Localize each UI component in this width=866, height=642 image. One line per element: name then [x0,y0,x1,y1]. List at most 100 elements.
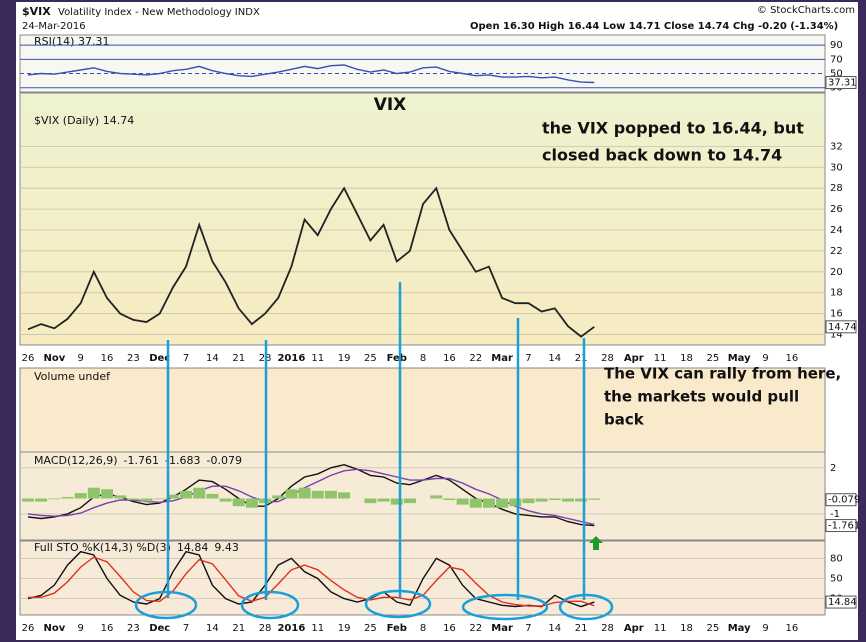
y-tick-label: 90 [830,40,843,51]
panel-title: MACD(12,26,9) [34,454,118,467]
overlay: RSI(14) 37.31 30 50 70 90 37.31 $VIX (Daily) 1… [20,35,860,634]
x-tick-label: 9 [762,353,768,364]
y-tick-label: 22 [830,246,843,257]
x-tick-label: 11 [311,353,324,364]
histogram-bar [548,498,561,501]
x-tick-label: 16 [101,623,114,634]
histogram-bar [272,495,285,499]
x-tick-label: 16 [785,353,798,364]
histogram-bar [456,498,469,505]
value-marker-box [825,595,857,609]
rsi-panel [19,34,826,93]
symbol-name: Volatility Index - New Methodology INDX [58,7,260,18]
series-line [27,550,595,608]
x-tick-label: 7 [525,353,531,364]
annotation: the markets would pull [604,388,799,406]
y-tick-label: 30 [830,162,843,173]
y-tick-label: 16 [830,309,843,320]
x-tick-label: 11 [654,623,667,634]
symbol: $VIX [22,5,51,18]
y-tick-label: 70 [830,54,843,65]
legend-entry: 9.43 [214,541,239,554]
series-line [27,64,595,84]
x-tick-label: 26 [22,623,35,634]
value-marker: -0.079 [828,495,860,506]
histogram-bar [469,498,482,508]
histogram-bar [219,498,232,502]
x-tick-label: Feb [387,623,407,634]
histogram-bar [588,498,601,500]
histogram-bar [509,498,522,507]
ellipse [134,590,198,620]
x-tick-label: 21 [232,353,245,364]
histogram-bar [561,498,574,502]
histogram-bar [324,490,337,499]
x-tick-label: 2016 [277,353,305,364]
up-arrow [589,536,603,550]
histogram-bar [338,492,351,499]
histogram-bar [390,498,403,505]
x-tick-label: 7 [183,353,189,364]
x-tick-label: May [728,353,751,364]
histogram-bar [232,498,245,507]
histogram-bar [403,498,416,504]
histogram-bar [496,498,509,508]
x-tick-label: 16 [443,623,456,634]
x-tick-label: 14 [548,353,561,364]
value-marker: 37.31 [828,78,857,89]
histogram-bar [101,489,114,499]
x-tick-label: Apr [624,353,644,364]
value-marker: -1.761 [828,521,860,532]
x-tick-label: Mar [491,623,513,634]
sto-panel [19,540,826,616]
x-tick-label: 19 [338,623,351,634]
y-tick-label: 18 [830,288,843,299]
histogram-bar [166,494,179,499]
x-tick-label: 8 [420,623,426,634]
value-marker-box [825,519,857,533]
x-tick-label: 25 [364,353,377,364]
histogram-bar [482,498,495,508]
ellipse [461,593,549,621]
histogram-bar [364,498,377,504]
x-tick-label: 19 [338,353,351,364]
y-tick-label: -1 [830,509,840,520]
series-line [27,186,595,338]
x-tick-label: 14 [548,623,561,634]
y-tick-label: 32 [830,141,843,152]
value-marker: 14.74 [828,322,857,333]
ellipse [364,589,432,619]
histogram-bar [87,487,100,499]
x-tick-label: 28 [601,623,614,634]
histogram-bar [61,496,74,499]
histogram-bar [430,495,443,499]
x-tick-label: 18 [680,623,693,634]
x-tick-label: 26 [22,353,35,364]
ellipse [240,590,300,620]
date: 24-Mar-2016 [22,21,86,32]
histogram-bar [298,487,311,499]
x-tick-label: 28 [259,623,272,634]
histogram-bar [153,498,166,500]
x-tick-label: 9 [762,623,768,634]
histogram-bar [206,493,219,499]
histogram-bar [114,495,127,499]
panel-title: RSI(14) 37.31 [34,35,109,48]
y-tick-label: 20 [830,267,843,278]
x-tick-label: 23 [127,623,140,634]
y-tick-label: 50 [830,69,843,80]
y-tick-label: 50 [830,574,843,585]
legend-entry: 14.84 [177,541,209,554]
x-tick-label: Dec [149,623,170,634]
source: © StockCharts.com [757,5,855,16]
x-tick-label: 25 [364,623,377,634]
x-tick-label: 21 [575,353,588,364]
annotation: back [604,411,645,429]
panel-title: $VIX (Daily) 14.74 [34,114,134,127]
y-tick-label: 26 [830,204,843,215]
histogram-bar [535,498,548,502]
x-tick-label: 8 [420,353,426,364]
value-marker: 14.84 [828,597,857,608]
y-tick-label: 80 [830,553,843,564]
